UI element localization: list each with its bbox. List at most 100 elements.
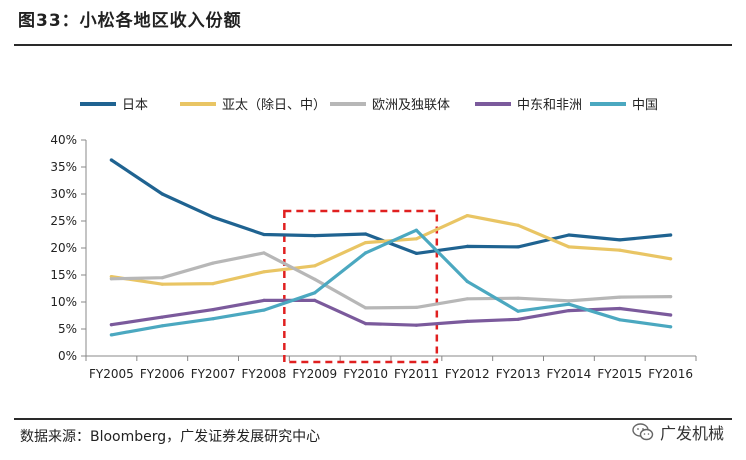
data-point bbox=[211, 215, 215, 219]
data-point bbox=[313, 291, 317, 295]
x-tick-label: FY2016 bbox=[648, 367, 693, 381]
data-point bbox=[109, 277, 113, 281]
data-point bbox=[414, 305, 418, 309]
data-point bbox=[516, 296, 520, 300]
data-point bbox=[364, 306, 368, 310]
data-point bbox=[211, 261, 215, 265]
y-axis: 0% 5% 10% 15% 20% 25% 30% 35% 40% bbox=[50, 133, 87, 363]
x-tick-label: FY2011 bbox=[394, 367, 439, 381]
data-point bbox=[109, 323, 113, 327]
data-point bbox=[160, 315, 164, 319]
data-point bbox=[465, 244, 469, 248]
highlight-box bbox=[283, 209, 439, 364]
data-point bbox=[669, 295, 673, 299]
data-point bbox=[618, 238, 622, 242]
chart-series bbox=[109, 158, 673, 337]
data-point bbox=[669, 233, 673, 237]
data-point bbox=[160, 192, 164, 196]
series-line bbox=[109, 298, 673, 327]
data-point bbox=[465, 319, 469, 323]
data-point bbox=[516, 309, 520, 313]
data-point bbox=[313, 277, 317, 281]
x-tick-label: FY2010 bbox=[343, 367, 388, 381]
data-point bbox=[364, 251, 368, 255]
y-tick-label: 25% bbox=[50, 214, 77, 228]
data-point bbox=[414, 237, 418, 241]
data-point bbox=[567, 309, 571, 313]
data-point bbox=[618, 295, 622, 299]
data-point bbox=[567, 302, 571, 306]
legend-label: 中国 bbox=[632, 98, 658, 113]
legend-label: 亚太（除日、中） bbox=[222, 98, 326, 113]
data-point bbox=[364, 322, 368, 326]
y-tick-label: 30% bbox=[50, 187, 77, 201]
data-point bbox=[262, 232, 266, 237]
data-point bbox=[211, 282, 215, 286]
y-tick-label: 0% bbox=[58, 349, 77, 363]
data-point bbox=[465, 279, 469, 284]
data-point bbox=[618, 248, 622, 252]
source-rule bbox=[14, 418, 732, 420]
y-tick-label: 10% bbox=[50, 295, 77, 309]
legend-label: 中东和非洲 bbox=[517, 98, 582, 113]
y-tick-label: 5% bbox=[58, 322, 77, 336]
x-tick-label: FY2005 bbox=[89, 367, 134, 381]
data-point bbox=[516, 317, 520, 321]
data-point bbox=[313, 234, 317, 238]
y-tick-label: 20% bbox=[50, 241, 77, 255]
series-line bbox=[109, 251, 673, 310]
legend-label: 欧洲及独联体 bbox=[372, 98, 450, 113]
x-tick-label: FY2012 bbox=[445, 367, 490, 381]
data-point bbox=[109, 158, 113, 162]
highlight-rect bbox=[283, 209, 439, 364]
data-point bbox=[669, 313, 673, 317]
data-point bbox=[160, 282, 164, 286]
data-point bbox=[669, 257, 673, 261]
series-line bbox=[109, 158, 673, 255]
data-point bbox=[313, 298, 317, 302]
data-point bbox=[414, 228, 418, 232]
data-point bbox=[669, 325, 673, 329]
wechat-icon bbox=[632, 423, 654, 441]
line-chart: 日本 亚太（除日、中） 欧洲及独联体 中东和非洲 中国 0% 5% 10% 15% 20% 25%… bbox=[50, 98, 697, 381]
data-point bbox=[262, 251, 266, 255]
data-point bbox=[313, 264, 317, 268]
y-tick-label: 40% bbox=[50, 133, 77, 147]
data-point bbox=[262, 308, 266, 312]
x-axis: FY2005 FY2006 FY2007 FY2008 FY2009 FY2010 FY20… bbox=[85, 355, 697, 381]
data-point bbox=[618, 306, 622, 311]
data-point bbox=[414, 323, 418, 327]
x-tick-label: FY2014 bbox=[547, 367, 592, 381]
data-point bbox=[414, 251, 418, 255]
data-point bbox=[567, 233, 571, 237]
legend-label: 日本 bbox=[122, 98, 148, 113]
data-point bbox=[262, 270, 266, 274]
x-tick-label: FY2008 bbox=[242, 367, 287, 381]
y-tick-label: 35% bbox=[50, 160, 77, 174]
x-tick-label: FY2015 bbox=[597, 367, 642, 381]
figure-title: 图33：小松各地区收入份额 bbox=[18, 11, 242, 31]
data-point bbox=[465, 297, 469, 301]
series-line bbox=[109, 228, 673, 337]
data-point bbox=[516, 223, 520, 227]
x-tick-label: FY2013 bbox=[496, 367, 541, 381]
data-point bbox=[567, 245, 571, 249]
data-point bbox=[211, 317, 215, 321]
data-point bbox=[109, 333, 113, 337]
data-point bbox=[211, 308, 215, 312]
data-point bbox=[364, 232, 368, 236]
title-rule bbox=[14, 44, 732, 46]
data-point bbox=[618, 318, 622, 322]
series-line bbox=[109, 214, 673, 286]
x-tick-label: FY2006 bbox=[140, 367, 185, 381]
watermark: 广发机械 bbox=[632, 420, 724, 444]
data-point bbox=[160, 324, 164, 328]
source-note: 数据来源：Bloomberg，广发证券发展研究中心 bbox=[20, 429, 321, 445]
chart-legend: 日本 亚太（除日、中） 欧洲及独联体 中东和非洲 中国 bbox=[80, 98, 658, 113]
data-point bbox=[160, 276, 164, 280]
watermark-text: 广发机械 bbox=[659, 424, 724, 443]
data-point bbox=[262, 298, 266, 302]
data-point bbox=[567, 299, 571, 303]
data-point bbox=[516, 245, 520, 249]
x-tick-label: FY2009 bbox=[292, 367, 337, 381]
